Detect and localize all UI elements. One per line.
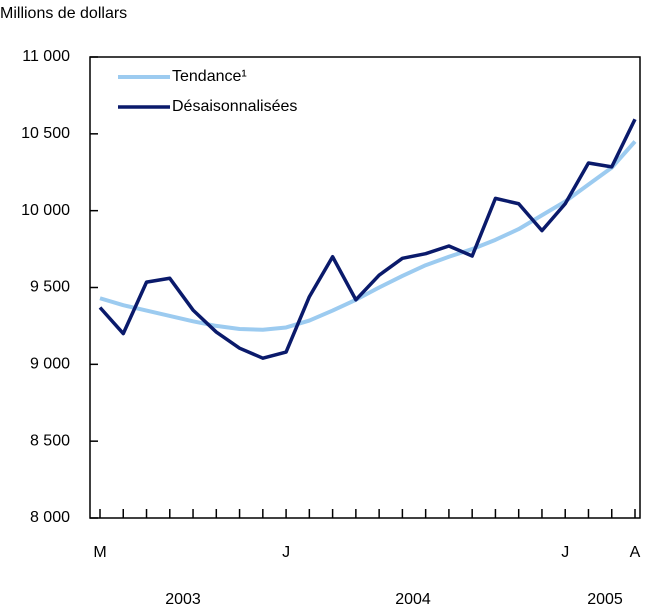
x-tick-label: J	[282, 544, 290, 561]
y-tick-label: 9 000	[30, 356, 70, 373]
y-axis-label: Millions de dollars	[0, 5, 127, 22]
x-tick-label: M	[93, 544, 106, 561]
y-tick-label: 8 500	[30, 432, 70, 449]
legend-label: Tendance¹	[172, 68, 247, 85]
y-tick-label: 9 500	[30, 279, 70, 296]
year-label: 2003	[165, 591, 201, 608]
series-line	[98, 118, 637, 360]
y-tick-label: 10 000	[21, 202, 70, 219]
x-tick-label: A	[630, 544, 641, 561]
series-line	[99, 140, 637, 332]
y-tick-label: 8 000	[30, 509, 70, 526]
x-tick-label: J	[561, 544, 569, 561]
y-tick-label: 10 500	[21, 125, 70, 142]
year-label: 2005	[587, 591, 623, 608]
legend-label: Désaisonnalisées	[172, 98, 297, 115]
y-tick-label: 11 000	[22, 48, 70, 65]
year-label: 2004	[395, 591, 431, 608]
plot-frame	[89, 56, 641, 519]
